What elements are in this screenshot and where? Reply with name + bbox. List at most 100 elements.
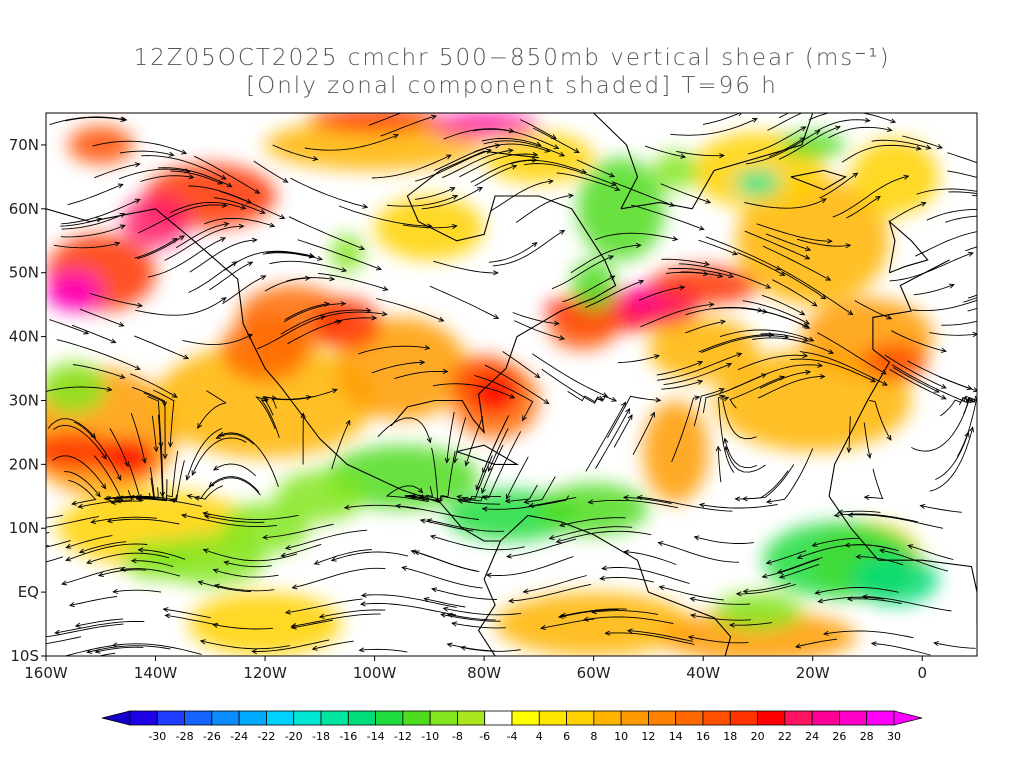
streamline-arrow [343, 504, 350, 510]
streamline [698, 334, 774, 353]
streamline [947, 170, 977, 178]
streamline-arrow [220, 174, 227, 180]
streamline-arrow [417, 487, 424, 494]
streamline-arrow [97, 571, 104, 577]
streamline-arrow [410, 549, 417, 555]
streamline [452, 622, 506, 629]
streamline [765, 233, 811, 251]
streamline [106, 467, 156, 500]
streamline [153, 389, 175, 447]
streamline [91, 516, 157, 523]
streamline-arrow [159, 491, 166, 498]
streamline [735, 464, 795, 500]
streamline [532, 353, 608, 397]
streamline-arrow [101, 483, 107, 490]
streamline [56, 339, 140, 370]
streamline-arrow [208, 481, 215, 488]
streamline [46, 516, 99, 528]
streamline-arrow [65, 556, 72, 562]
colorbar-label: -16 [339, 730, 357, 743]
shear-shading-region [736, 170, 780, 197]
streamline-arrow [870, 377, 877, 383]
streamline [286, 277, 335, 282]
streamline [224, 561, 272, 568]
streamline-arrow [78, 548, 85, 554]
streamline-arrow [86, 648, 93, 654]
streamline [778, 113, 790, 119]
streamline-arrow [220, 237, 227, 242]
streamline-arrow [811, 301, 818, 307]
streamline-arrow [137, 302, 144, 308]
streamline-arrow [981, 395, 986, 399]
streamline [463, 495, 501, 502]
streamline-arrow [423, 597, 430, 603]
streamline-arrow [531, 242, 538, 248]
streamline [743, 582, 791, 592]
colorbar-label: 24 [805, 730, 819, 743]
colorbar-label: 22 [778, 730, 792, 743]
streamline [487, 428, 509, 472]
streamline [454, 417, 467, 463]
streamline-arrow [761, 573, 768, 579]
y-tick-label: 40N [9, 328, 39, 346]
streamline-arrow [188, 174, 195, 180]
streamline [520, 119, 557, 139]
streamline [660, 183, 711, 204]
streamline [288, 216, 365, 250]
streamline-arrow [69, 602, 75, 608]
streamline [502, 351, 540, 378]
streamline [430, 535, 525, 551]
streamline [722, 396, 757, 440]
colorbar-box [811, 710, 840, 726]
streamline-arrow [705, 198, 712, 204]
streamline-arrow [734, 496, 741, 502]
streamline-arrow [329, 276, 336, 282]
streamline-arrow [218, 431, 225, 437]
streamline [908, 544, 954, 560]
streamline [47, 418, 96, 439]
streamline [632, 412, 655, 456]
colorbar-label: 30 [887, 730, 901, 743]
streamline [368, 113, 403, 126]
streamline [380, 115, 437, 137]
streamline [458, 500, 501, 505]
streamline [414, 187, 455, 200]
streamline-arrow [799, 310, 806, 316]
streamline-arrow [440, 612, 447, 618]
streamline-arrow [819, 373, 826, 380]
streamline-arrow [983, 398, 988, 402]
streamline [759, 371, 811, 389]
streamline-arrow [719, 153, 725, 159]
streamline-arrow [658, 585, 665, 591]
streamline [429, 285, 499, 319]
shear-shading-region [851, 553, 939, 605]
streamline [790, 358, 876, 383]
streamline-arrow [446, 642, 453, 648]
streamline [702, 373, 767, 413]
shear-shading-region [549, 311, 616, 350]
streamline-arrow [269, 222, 276, 228]
streamline-arrow [845, 243, 852, 249]
streamline-arrow [657, 541, 664, 547]
streamline-arrow [197, 580, 204, 586]
streamline-arrow [751, 117, 758, 123]
streamline-arrow [162, 453, 168, 460]
streamline [862, 596, 952, 612]
streamline-arrow [703, 261, 711, 267]
streamline [63, 644, 123, 656]
streamline [431, 588, 497, 600]
shear-shading-region [736, 176, 890, 305]
streamline-arrow [251, 648, 257, 655]
streamline [541, 618, 595, 629]
streamline [583, 616, 674, 624]
streamline [68, 479, 97, 505]
title-line-2: [Only zonal component shaded] T=96 h [246, 73, 778, 99]
streamline-arrow [90, 432, 96, 439]
streamline-arrow [990, 397, 994, 402]
streamline [358, 345, 430, 355]
streamline [194, 477, 261, 500]
streamline-arrow [482, 467, 487, 474]
streamline-arrow [280, 552, 287, 558]
streamline [694, 536, 754, 544]
streamline [46, 540, 71, 548]
